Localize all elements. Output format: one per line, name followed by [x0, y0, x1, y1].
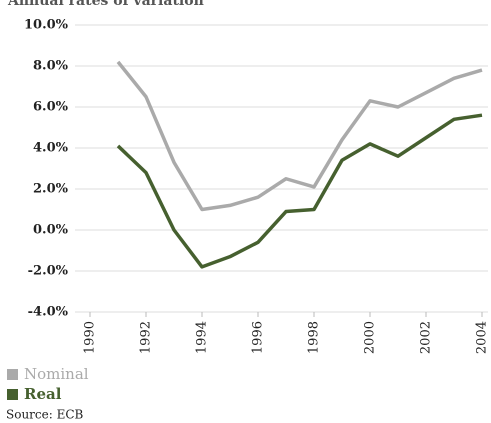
x-tick-label: 2002: [419, 321, 434, 354]
series-line: [116, 60, 483, 212]
x-tick-label: 1998: [307, 321, 322, 354]
y-tick-label: 4.0%: [33, 141, 69, 156]
y-tick-label: 0.0%: [33, 223, 69, 238]
y-tick-label: 10.0%: [24, 18, 69, 33]
legend-swatch: [7, 389, 18, 400]
y-tick-label: 6.0%: [33, 100, 69, 115]
x-tick-label: 1992: [139, 321, 154, 354]
y-tick-label: 8.0%: [33, 59, 69, 74]
y-tick-label: -2.0%: [28, 264, 69, 279]
x-tick-label: 1990: [83, 321, 98, 354]
x-tick-label: 2000: [363, 321, 378, 354]
legend-label: Real: [24, 385, 62, 403]
x-tick-label: 1994: [195, 321, 210, 354]
chart-title: Annual rates of variation: [7, 0, 204, 9]
x-tick-label: 1996: [251, 321, 266, 354]
y-tick-label: 2.0%: [33, 182, 69, 197]
legend-swatch: [7, 369, 18, 380]
series-line: [116, 113, 483, 269]
x-tick-label: 2004: [475, 321, 490, 354]
source: Source: ECB: [6, 408, 84, 422]
legend-label: Nominal: [24, 365, 89, 383]
y-tick-label: -4.0%: [28, 305, 69, 320]
